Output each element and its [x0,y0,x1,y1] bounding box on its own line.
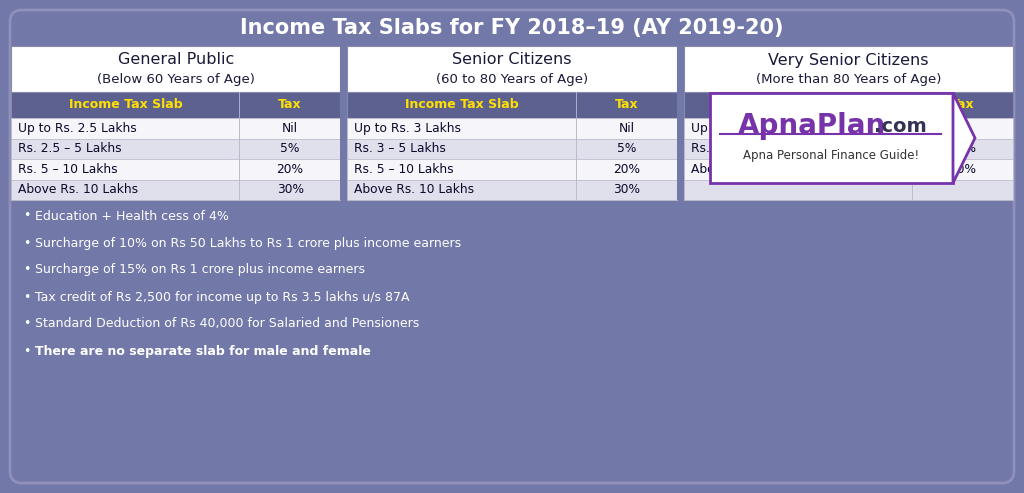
Bar [11,92,340,118]
Bar [340,46,347,200]
Bar [347,92,677,118]
Text: Up to Rs. 5 Lakhs: Up to Rs. 5 Lakhs [690,122,798,135]
Text: Rs. 5 – 10 Lakhs: Rs. 5 – 10 Lakhs [690,142,791,155]
Bar [684,139,1013,159]
Bar [11,46,340,200]
Text: 30%: 30% [276,183,303,196]
Text: Nil: Nil [618,122,635,135]
Bar [684,92,1013,118]
Text: •: • [23,345,31,357]
Text: Income Tax Slab: Income Tax Slab [741,99,855,111]
Text: Very Senior Citizens: Very Senior Citizens [768,52,929,68]
Text: Rs. 3 – 5 Lakhs: Rs. 3 – 5 Lakhs [354,142,446,155]
Text: Surcharge of 10% on Rs 50 Lakhs to Rs 1 crore plus income earners: Surcharge of 10% on Rs 50 Lakhs to Rs 1 … [35,237,461,249]
Bar [684,118,1013,139]
Bar [347,159,677,179]
Text: 30%: 30% [613,183,640,196]
Text: Income Tax Slabs for FY 2018–19 (AY 2019-20): Income Tax Slabs for FY 2018–19 (AY 2019… [241,18,783,38]
Bar [684,179,1013,200]
Text: Nil: Nil [282,122,298,135]
Text: .com: .com [874,116,927,136]
Text: Tax: Tax [279,99,302,111]
Text: Up to Rs. 3 Lakhs: Up to Rs. 3 Lakhs [354,122,462,135]
Bar [347,139,677,159]
Text: There are no separate slab for male and female: There are no separate slab for male and … [35,345,371,357]
Text: •: • [23,317,31,330]
Bar [347,46,677,200]
Bar [11,159,340,179]
Text: •: • [23,290,31,304]
Bar [11,139,340,159]
Text: 20%: 20% [613,163,640,176]
Text: (Below 60 Years of Age): (Below 60 Years of Age) [96,72,255,85]
Bar [347,118,677,139]
Text: (60 to 80 Years of Age): (60 to 80 Years of Age) [436,72,588,85]
Bar [11,118,340,139]
Text: Above Rs. 10 Lakhs: Above Rs. 10 Lakhs [690,163,811,176]
Text: •: • [23,263,31,277]
Text: General Public: General Public [118,52,233,68]
Text: 30%: 30% [949,163,976,176]
Text: 20%: 20% [276,163,303,176]
Bar [11,179,340,200]
Text: Education + Health cess of 4%: Education + Health cess of 4% [35,210,229,222]
Text: Senior Citizens: Senior Citizens [453,52,571,68]
Text: Tax credit of Rs 2,500 for income up to Rs 3.5 lakhs u/s 87A: Tax credit of Rs 2,500 for income up to … [35,290,410,304]
Bar [684,159,1013,179]
Text: Rs. 2.5 – 5 Lakhs: Rs. 2.5 – 5 Lakhs [18,142,122,155]
Text: Income Tax Slab: Income Tax Slab [69,99,182,111]
Bar [347,179,677,200]
FancyBboxPatch shape [10,10,1014,483]
Text: 20%: 20% [949,142,976,155]
Polygon shape [953,93,975,183]
Text: 5%: 5% [281,142,300,155]
Text: Apna Personal Finance Guide!: Apna Personal Finance Guide! [743,149,920,163]
Text: Rs. 5 – 10 Lakhs: Rs. 5 – 10 Lakhs [18,163,118,176]
Text: Standard Deduction of Rs 40,000 for Salaried and Pensioners: Standard Deduction of Rs 40,000 for Sala… [35,317,419,330]
Text: Income Tax Slab: Income Tax Slab [404,99,518,111]
Text: Tax: Tax [614,99,638,111]
Bar [684,46,1013,200]
Text: Nil: Nil [954,122,971,135]
Text: Up to Rs. 2.5 Lakhs: Up to Rs. 2.5 Lakhs [18,122,137,135]
Bar [710,93,953,183]
Text: ApnaPlan: ApnaPlan [738,112,886,140]
Text: (More than 80 Years of Age): (More than 80 Years of Age) [756,72,941,85]
Text: •: • [23,237,31,249]
Text: Tax: Tax [951,99,975,111]
Bar [677,46,684,200]
Text: •: • [23,210,31,222]
Text: Surcharge of 15% on Rs 1 crore plus income earners: Surcharge of 15% on Rs 1 crore plus inco… [35,263,365,277]
Text: 5%: 5% [616,142,636,155]
Text: Above Rs. 10 Lakhs: Above Rs. 10 Lakhs [354,183,474,196]
Text: Above Rs. 10 Lakhs: Above Rs. 10 Lakhs [18,183,138,196]
Text: Rs. 5 – 10 Lakhs: Rs. 5 – 10 Lakhs [354,163,454,176]
